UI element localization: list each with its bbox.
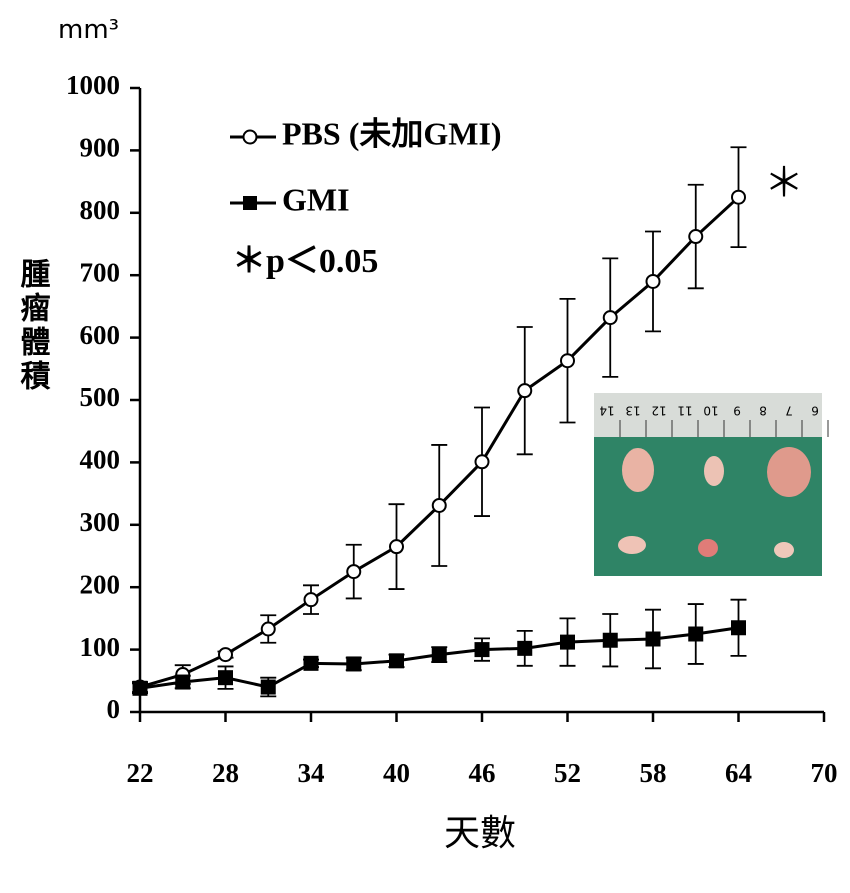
- x-tick-label: 58: [640, 758, 667, 788]
- marker: [218, 647, 233, 663]
- y-tick-label: 500: [80, 382, 121, 412]
- marker: [731, 189, 746, 205]
- x-tick-label: 22: [127, 758, 154, 788]
- x-tick-label: 34: [298, 758, 325, 788]
- legend-marker: [242, 129, 258, 145]
- marker: [517, 640, 533, 656]
- marker: [688, 626, 704, 642]
- tumor: [698, 539, 718, 557]
- tumor: [774, 542, 794, 558]
- ruler-label: 11: [677, 404, 692, 418]
- ruler-label: 12: [651, 404, 666, 418]
- significance-marker: ＊: [764, 160, 804, 205]
- series: [132, 146, 747, 695]
- y-tick-label: 600: [80, 320, 121, 350]
- marker: [474, 642, 490, 658]
- x-tick-label: 40: [383, 758, 410, 788]
- ruler-label: 7: [785, 404, 793, 418]
- marker: [389, 539, 404, 555]
- y-axis-label: 腫瘤體積: [15, 258, 51, 394]
- marker: [560, 634, 575, 650]
- marker: [431, 647, 447, 663]
- y-tick-label: 100: [80, 632, 121, 662]
- tumor: [618, 536, 646, 554]
- y-tick-label: 0: [107, 694, 121, 724]
- marker: [346, 656, 362, 672]
- y-tick-label: 400: [80, 445, 121, 475]
- legend-label: GMI: [282, 181, 350, 217]
- x-tick-label: 46: [469, 758, 496, 788]
- marker: [303, 592, 319, 608]
- inset-photo: 14 13 12 11 10 9 8 7 6: [594, 393, 829, 576]
- x-tick-label: 64: [725, 758, 752, 788]
- annotation: ＊p＜0.05: [232, 243, 378, 280]
- series: [132, 598, 747, 698]
- marker: [602, 632, 618, 648]
- y-tick-label: 1000: [66, 70, 120, 100]
- ruler-labels: 14 13 12 11 10 9 8 7 6: [599, 404, 829, 437]
- y-unit: mm³: [58, 15, 119, 45]
- marker: [346, 564, 362, 580]
- marker: [645, 631, 661, 647]
- marker: [560, 353, 575, 369]
- x-tick-label: 28: [212, 758, 239, 788]
- ruler-label: 14: [599, 404, 614, 418]
- marker: [175, 674, 191, 690]
- marker: [260, 621, 276, 637]
- legend-label: PBS (未加GMI): [282, 115, 502, 151]
- ruler-label: 8: [759, 404, 767, 418]
- marker: [389, 653, 404, 669]
- marker: [260, 679, 276, 695]
- ruler-label: 13: [625, 404, 640, 418]
- ruler: [594, 393, 822, 437]
- marker: [303, 655, 319, 671]
- marker: [731, 620, 746, 636]
- y-tick-label: 300: [80, 507, 121, 537]
- ruler-label: 10: [703, 404, 718, 418]
- marker: [517, 383, 533, 399]
- marker: [602, 310, 618, 326]
- y-tick-label: 200: [80, 569, 121, 599]
- y-tick-label: 800: [80, 195, 121, 225]
- marker: [688, 229, 704, 245]
- marker: [431, 497, 447, 513]
- marker: [218, 670, 233, 686]
- x-axis-label: 天數: [444, 813, 516, 854]
- x-tick-label: 70: [811, 758, 838, 788]
- marker: [474, 454, 490, 470]
- tumor: [622, 448, 654, 492]
- x-tick-label: 52: [554, 758, 581, 788]
- tumor: [767, 447, 811, 497]
- marker: [645, 273, 661, 289]
- ruler-label: 9: [733, 404, 741, 418]
- tumor: [704, 456, 724, 486]
- ruler-label: 6: [811, 404, 819, 418]
- y-tick-label: 700: [80, 257, 121, 287]
- y-tick-label: 900: [80, 133, 121, 163]
- marker: [132, 680, 148, 696]
- legend-marker: [243, 196, 257, 210]
